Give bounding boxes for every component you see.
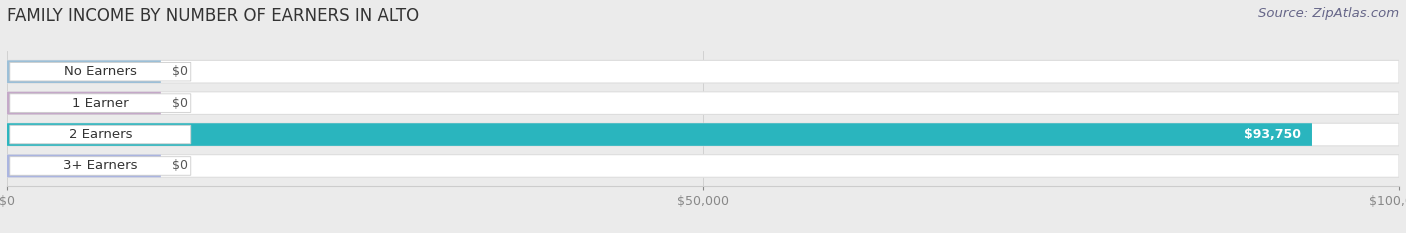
- Text: Source: ZipAtlas.com: Source: ZipAtlas.com: [1258, 7, 1399, 20]
- Text: No Earners: No Earners: [63, 65, 136, 78]
- Text: $0: $0: [172, 97, 188, 110]
- FancyBboxPatch shape: [7, 92, 1399, 114]
- FancyBboxPatch shape: [7, 155, 1399, 177]
- Text: $0: $0: [172, 65, 188, 78]
- Text: 2 Earners: 2 Earners: [69, 128, 132, 141]
- FancyBboxPatch shape: [7, 60, 160, 83]
- FancyBboxPatch shape: [7, 92, 160, 114]
- FancyBboxPatch shape: [7, 123, 1399, 146]
- FancyBboxPatch shape: [7, 155, 160, 177]
- Text: 3+ Earners: 3+ Earners: [63, 159, 138, 172]
- FancyBboxPatch shape: [7, 60, 1399, 83]
- FancyBboxPatch shape: [10, 62, 191, 81]
- FancyBboxPatch shape: [10, 94, 191, 112]
- FancyBboxPatch shape: [10, 157, 191, 175]
- Text: $0: $0: [172, 159, 188, 172]
- FancyBboxPatch shape: [7, 123, 1312, 146]
- Text: FAMILY INCOME BY NUMBER OF EARNERS IN ALTO: FAMILY INCOME BY NUMBER OF EARNERS IN AL…: [7, 7, 419, 25]
- Text: $93,750: $93,750: [1244, 128, 1301, 141]
- FancyBboxPatch shape: [10, 125, 191, 144]
- Text: 1 Earner: 1 Earner: [72, 97, 128, 110]
